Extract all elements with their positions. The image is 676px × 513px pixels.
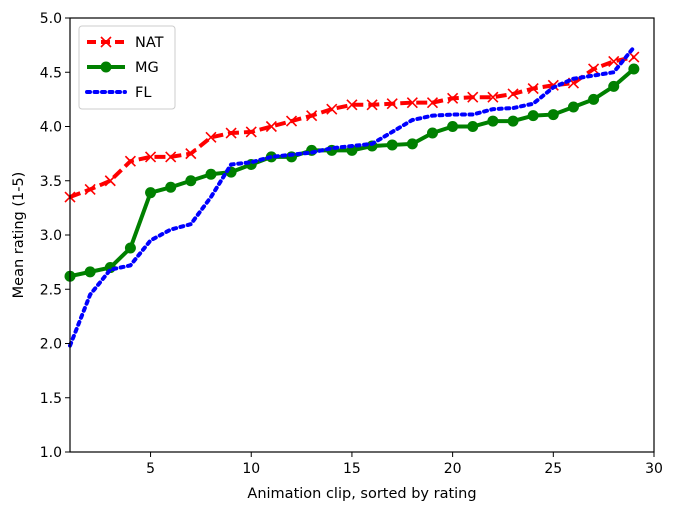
- data-point: [265, 120, 277, 133]
- data-point: [507, 115, 519, 127]
- y-tick-label: 1.5: [40, 391, 62, 407]
- data-point: [406, 97, 418, 109]
- data-point: [165, 151, 177, 163]
- data-point: [326, 103, 338, 115]
- legend-label: NAT: [135, 35, 164, 51]
- data-point: [608, 80, 620, 92]
- y-tick-label: 1.0: [40, 445, 62, 461]
- data-point: [145, 187, 157, 199]
- data-point: [386, 139, 398, 151]
- data-point: [406, 138, 418, 150]
- series-line: [68, 45, 636, 348]
- series-layer: [64, 45, 640, 348]
- data-point: [144, 151, 157, 163]
- data-point: [447, 92, 459, 104]
- data-point: [205, 168, 217, 180]
- y-tick-label: 3.0: [40, 228, 62, 244]
- y-tick-label: 2.0: [40, 337, 62, 353]
- x-tick-label: 10: [242, 461, 260, 477]
- legend-marker: [100, 61, 112, 73]
- data-point: [225, 127, 237, 139]
- data-point: [426, 97, 439, 109]
- data-point: [567, 101, 579, 113]
- y-tick-label: 3.5: [40, 174, 62, 190]
- x-tick-label: 25: [544, 461, 562, 477]
- legend-item-mg: MG: [87, 60, 159, 76]
- legend-marker: [100, 36, 112, 48]
- data-point: [628, 63, 640, 75]
- data-point: [124, 155, 136, 167]
- x-axis-label: Animation clip, sorted by rating: [247, 486, 476, 502]
- data-point: [628, 51, 640, 63]
- x-tick-label: 5: [146, 461, 155, 477]
- data-point: [426, 127, 438, 139]
- data-point: [165, 181, 177, 193]
- data-point: [84, 266, 96, 278]
- x-tick-label: 15: [343, 461, 361, 477]
- data-point: [467, 121, 479, 132]
- data-point: [467, 91, 479, 103]
- data-point: [346, 99, 358, 111]
- data-point: [104, 175, 116, 187]
- legend-label: MG: [135, 60, 159, 76]
- data-point: [527, 82, 539, 95]
- y-tick-label: 4.0: [40, 120, 62, 136]
- series-fl: [68, 45, 636, 348]
- data-point: [608, 55, 620, 67]
- data-point: [588, 93, 600, 105]
- data-point: [306, 110, 318, 122]
- series-nat: [64, 51, 640, 203]
- data-point: [386, 98, 398, 110]
- data-point: [185, 175, 197, 187]
- data-point: [245, 126, 257, 138]
- y-axis-label: Mean rating (1-5): [11, 172, 27, 299]
- data-point: [507, 88, 519, 100]
- x-tick-label: 30: [645, 461, 663, 477]
- data-point: [185, 148, 197, 160]
- legend-label: FL: [135, 85, 151, 101]
- data-point: [124, 242, 136, 254]
- y-tick-label: 2.5: [40, 282, 62, 298]
- x-tick-label: 20: [444, 461, 462, 477]
- data-point: [527, 110, 539, 122]
- y-axis-ticks: 1.0 1.5 2.0 2.5 3.0 3.5 4.0 4.5 5.0: [40, 11, 70, 461]
- series-mg: [64, 63, 640, 282]
- legend-box: [78, 25, 176, 110]
- data-point: [487, 115, 499, 127]
- series-line: [69, 55, 635, 199]
- legend-item-fl: FL: [85, 85, 151, 101]
- data-point: [547, 109, 559, 121]
- data-point: [205, 131, 217, 143]
- legend: NAT MG FL: [78, 25, 176, 110]
- x-axis-ticks: 5 10 15 20 25 30: [146, 452, 663, 477]
- data-point: [447, 121, 459, 132]
- legend-item-nat: NAT: [87, 35, 164, 51]
- y-tick-label: 4.5: [40, 65, 62, 81]
- data-point: [84, 183, 96, 195]
- data-point: [285, 115, 298, 127]
- data-point: [366, 99, 378, 111]
- data-point: [588, 63, 600, 75]
- y-tick-label: 5.0: [40, 11, 62, 27]
- data-point: [487, 91, 499, 103]
